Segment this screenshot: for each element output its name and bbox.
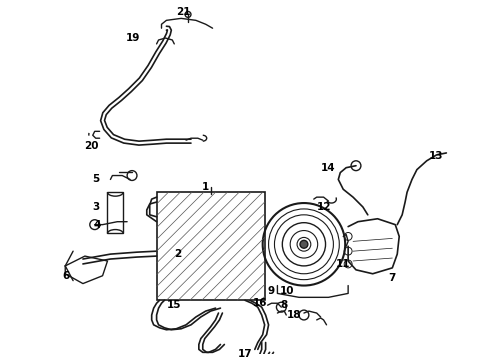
Text: 21: 21 xyxy=(176,8,191,18)
Text: 16: 16 xyxy=(252,298,267,308)
Text: 6: 6 xyxy=(63,271,70,281)
Text: 5: 5 xyxy=(92,175,99,184)
Text: 12: 12 xyxy=(317,202,331,212)
Bar xyxy=(107,192,123,234)
Text: 17: 17 xyxy=(238,349,252,359)
Text: 15: 15 xyxy=(167,300,181,310)
Text: 4: 4 xyxy=(94,220,101,230)
Text: 19: 19 xyxy=(126,33,140,43)
Text: 10: 10 xyxy=(280,287,294,296)
Text: 14: 14 xyxy=(321,163,336,173)
Text: 7: 7 xyxy=(389,273,396,283)
Text: 2: 2 xyxy=(174,249,182,259)
Text: 18: 18 xyxy=(287,310,301,320)
Text: 11: 11 xyxy=(336,259,350,269)
Text: 9: 9 xyxy=(268,287,275,296)
Text: 1: 1 xyxy=(202,182,209,192)
Text: 20: 20 xyxy=(84,141,99,151)
Circle shape xyxy=(300,240,308,248)
Text: 13: 13 xyxy=(429,151,444,161)
Bar xyxy=(157,192,265,300)
Text: 8: 8 xyxy=(281,300,288,310)
Text: 3: 3 xyxy=(92,202,99,212)
